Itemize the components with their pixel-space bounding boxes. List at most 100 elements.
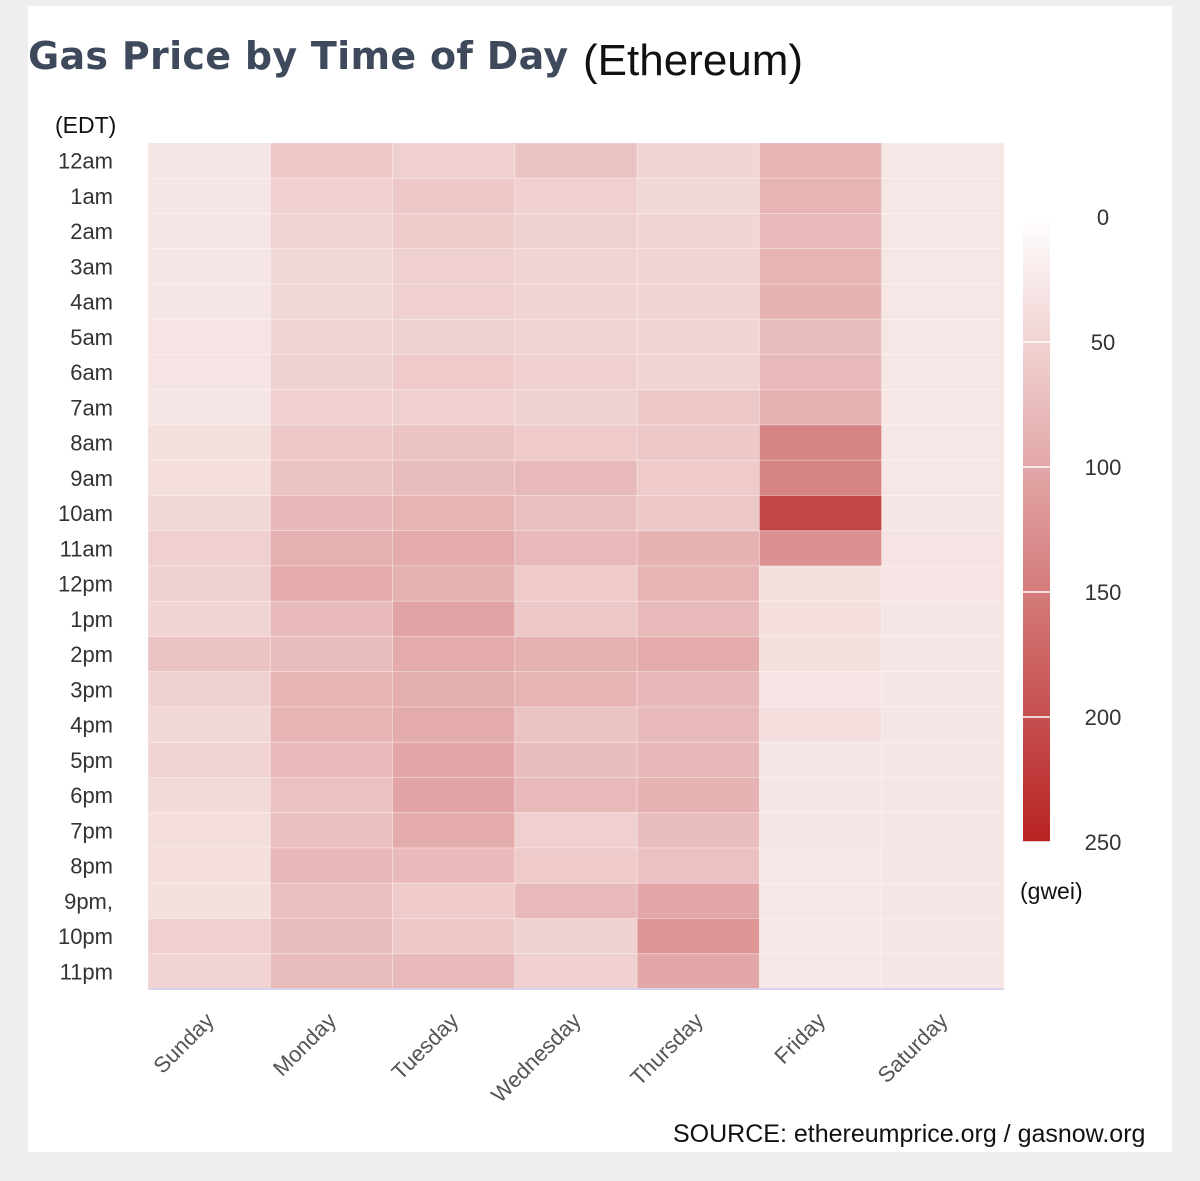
x-tick-labels: Sunday Monday Tuesday Wednesday Thursday Frid… [148,1008,952,1108]
heatmap-cell [269,812,393,849]
y-tick-label: 8am [70,431,113,456]
heatmap-cell [392,142,516,179]
heatmap-cell [147,777,271,814]
heatmap-cell [881,283,1005,320]
heatmap-cell [514,495,638,532]
heatmap-cell [759,248,883,285]
heatmap-cell [636,565,760,602]
x-tick-label: Sunday [148,1008,218,1078]
heatmap-cell [147,600,271,637]
heatmap-cell [881,812,1005,849]
colorbar-unit-label: (gwei) [1020,878,1083,904]
heatmap-cell [392,213,516,250]
heatmap-cell [759,177,883,214]
heatmap-cell [147,671,271,708]
heatmap-cell [759,389,883,426]
heatmap-cell [269,424,393,461]
heatmap-cell [881,213,1005,250]
heatmap-cell [636,741,760,778]
heatmap-cell [759,812,883,849]
heatmap-cell [759,142,883,179]
heatmap-cell [636,389,760,426]
y-tick-label: 6am [70,360,113,385]
heatmap-cell [514,671,638,708]
heatmap-cell [881,882,1005,919]
heatmap-cell [147,283,271,320]
y-axis-title: (EDT) [55,112,116,138]
y-tick-label: 5am [70,325,113,350]
heatmap-cell [881,847,1005,884]
y-tick-label: 1am [70,184,113,209]
heatmap-cell [269,530,393,567]
heatmap-cell [514,283,638,320]
heatmap-cell [392,177,516,214]
heatmap-cell [759,600,883,637]
y-tick-label: 9am [70,466,113,491]
heatmap-cell [881,459,1005,496]
heatmap-cell [759,882,883,919]
heatmap-cell [392,882,516,919]
y-tick-label: 12am [58,149,113,174]
y-tick-label: 6pm [70,783,113,808]
x-tick-label: Wednesday [486,1008,586,1108]
heatmap-cell [881,354,1005,391]
heatmap-cell [392,354,516,391]
chart-title: Gas Price by Time of Day [28,34,569,78]
heatmap-cell [636,636,760,673]
heatmap-cell [147,389,271,426]
x-tick-label: Thursday [625,1008,708,1091]
heatmap-cell [269,318,393,355]
y-tick-label: 3am [70,254,113,279]
heatmap-cell [269,177,393,214]
heatmap-cell [759,918,883,955]
heatmap-cell [147,953,271,990]
heatmap-cell [881,424,1005,461]
heatmap-cell [392,847,516,884]
heatmap-cell [514,248,638,285]
heatmap-cell [269,918,393,955]
heatmap-cell [392,953,516,990]
heatmap-cell [269,565,393,602]
y-tick-label: 4pm [70,713,113,738]
heatmap-cell [392,706,516,743]
heatmap-cell [881,530,1005,567]
heatmap-cell [514,424,638,461]
heatmap-cell [759,495,883,532]
heatmap-cell [514,565,638,602]
heatmap-cell [147,424,271,461]
x-tick-label: Tuesday [387,1008,464,1085]
heatmap-cell [881,953,1005,990]
heatmap-cell [392,248,516,285]
heatmap-cell [147,530,271,567]
heatmap-cell [881,918,1005,955]
heatmap-cell [269,706,393,743]
heatmap-cell [759,354,883,391]
heatmap-cell [881,389,1005,426]
heatmap-cell [269,248,393,285]
y-tick-label: 7pm [70,818,113,843]
colorbar [1023,217,1050,842]
heatmap-cell [269,671,393,708]
y-tick-label: 4am [70,290,113,315]
heatmap-cell [392,459,516,496]
colorbar-tick-label: 250 [1085,830,1122,855]
heatmap-cell [514,741,638,778]
heatmap-cell [636,777,760,814]
heatmap-cell [147,741,271,778]
y-tick-label: 10am [58,501,113,526]
colorbar-tick-label: 0 [1097,205,1109,230]
heatmap-cell [636,953,760,990]
heatmap-cell [514,882,638,919]
heatmap-cell [147,318,271,355]
heatmap-cell [759,847,883,884]
heatmap-cell [636,495,760,532]
heatmap-cell [147,248,271,285]
heatmap-cell [514,847,638,884]
heatmap-cell [269,495,393,532]
heatmap-cell [392,389,516,426]
heatmap-cell [514,918,638,955]
heatmap-cell [759,671,883,708]
heatmap-cell [392,318,516,355]
heatmap-cell [514,389,638,426]
heatmap-cell [269,636,393,673]
